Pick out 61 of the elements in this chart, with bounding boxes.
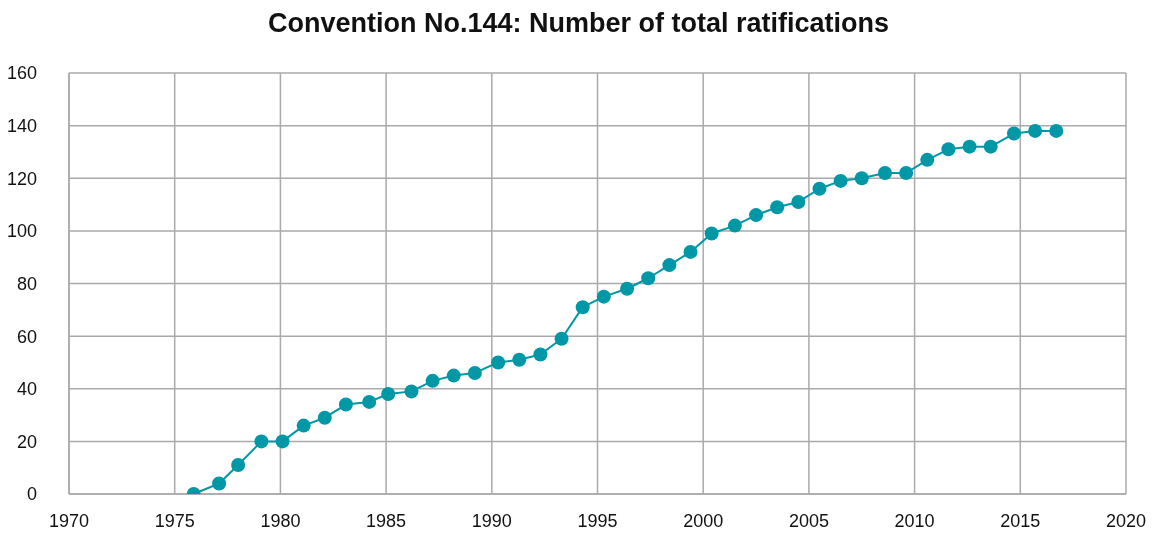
y-tick-label: 100 xyxy=(6,221,37,242)
x-tick-label: 1975 xyxy=(154,510,195,531)
point xyxy=(620,281,635,296)
point xyxy=(554,331,569,346)
point xyxy=(275,434,290,449)
point xyxy=(467,365,482,380)
point xyxy=(1028,123,1043,138)
point xyxy=(791,194,806,209)
point xyxy=(983,139,998,154)
point xyxy=(749,208,764,223)
x-tick-label: 1990 xyxy=(471,510,512,531)
point xyxy=(812,181,827,196)
y-tick-label: 60 xyxy=(16,326,37,347)
y-tick-label: 20 xyxy=(16,431,37,452)
x-tick-label: 2000 xyxy=(683,510,724,531)
point xyxy=(296,418,311,433)
point xyxy=(362,394,377,409)
y-tick-label: 80 xyxy=(16,273,37,294)
point xyxy=(254,434,269,449)
point xyxy=(596,289,611,304)
x-tick-label: 2020 xyxy=(1105,510,1147,531)
point xyxy=(533,347,548,362)
x-tick-label: 1980 xyxy=(260,510,301,531)
point xyxy=(1049,123,1064,138)
x-tick-label: 2010 xyxy=(894,510,935,531)
point xyxy=(1006,126,1021,141)
point xyxy=(231,458,246,473)
point xyxy=(941,142,956,157)
chart-title: Convention No.144: Number of total ratifications xyxy=(266,8,891,39)
point xyxy=(446,368,461,383)
point xyxy=(317,410,332,425)
point xyxy=(833,173,848,188)
y-tick-label: 0 xyxy=(26,484,37,505)
point xyxy=(962,139,977,154)
point xyxy=(770,200,785,215)
point xyxy=(425,373,440,388)
point xyxy=(704,226,719,241)
y-tick-label: 120 xyxy=(6,168,37,189)
y-tick-label: 140 xyxy=(6,116,37,137)
y-tick-label: 160 xyxy=(6,63,37,84)
point xyxy=(683,244,698,259)
point xyxy=(641,271,656,286)
point xyxy=(212,476,227,491)
point xyxy=(920,152,935,167)
point xyxy=(662,258,677,273)
x-tick-label: 2005 xyxy=(788,510,829,531)
point xyxy=(878,165,892,180)
x-tick-label: 1995 xyxy=(577,510,618,531)
point xyxy=(899,165,914,180)
point xyxy=(491,355,506,370)
point xyxy=(854,171,869,186)
point xyxy=(381,387,396,402)
point xyxy=(727,218,742,233)
point xyxy=(404,384,419,399)
x-tick-label: 2015 xyxy=(1000,510,1041,531)
point xyxy=(575,300,590,315)
point xyxy=(512,352,527,367)
x-tick-label: 1985 xyxy=(366,510,407,531)
y-tick-label: 40 xyxy=(16,379,37,400)
x-tick-label: 1970 xyxy=(48,510,90,531)
point xyxy=(338,397,353,412)
